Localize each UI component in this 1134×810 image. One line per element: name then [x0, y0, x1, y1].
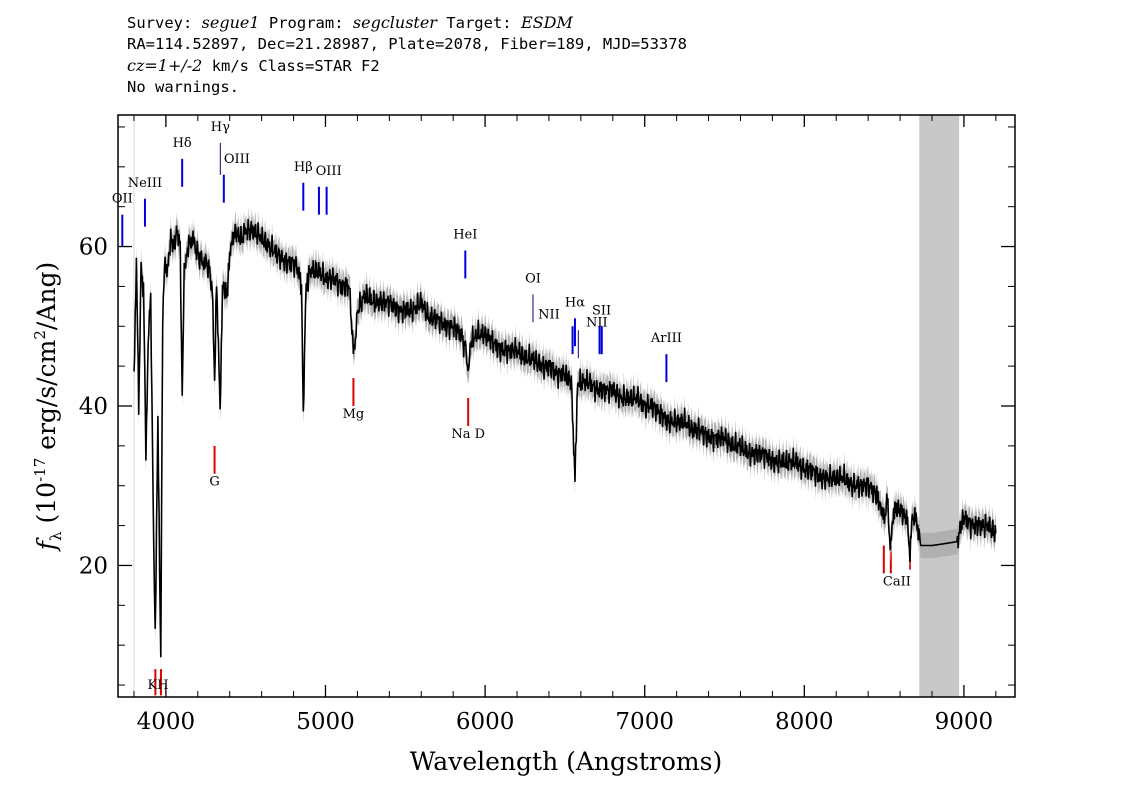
emission-line-label: Hβ [294, 160, 313, 175]
emission-line-label: NeIII [128, 176, 162, 191]
x-axis-title: Wavelength (Angstroms) [410, 747, 722, 776]
absorption-line-label: Na D [451, 427, 485, 442]
header-line-survey: Survey: segue1 Program: segcluster Targe… [127, 12, 687, 34]
y-tick-label: 40 [79, 394, 108, 420]
x-tick-label: 5000 [296, 709, 355, 735]
emission-line-label: Hγ [211, 120, 230, 135]
emission-line-label: NII [538, 307, 560, 322]
x-tick-label: 6000 [456, 709, 515, 735]
masked-region [133, 115, 960, 697]
emission-line-label: OII [112, 192, 133, 207]
header-line-warnings: No warnings. [127, 78, 239, 96]
survey-label: Survey: [127, 14, 193, 32]
emission-line-label: ArIII [650, 331, 682, 346]
absorption-line-label: KH [148, 678, 169, 693]
absorption-line-label: Mg [343, 407, 365, 422]
emission-line-label: Hδ [173, 136, 192, 151]
target-value: ESDM [520, 13, 573, 32]
spectrum-header: Survey: segue1 Program: segcluster Targe… [127, 12, 687, 98]
emission-line-label: OI [525, 271, 541, 286]
emission-line-label: HeI [453, 228, 477, 243]
x-tick-label: 4000 [137, 709, 196, 735]
emission-line-label: Hα [565, 295, 585, 310]
spectrum-error-band [134, 206, 996, 671]
program-value: segcluster [352, 13, 437, 32]
emission-line-label: OIII [316, 164, 342, 179]
x-tick-label: 9000 [935, 709, 994, 735]
axis-ticks: 4000 5000 6000 7000 8000 9000 20 40 60 [79, 115, 1015, 735]
y-tick-label: 60 [79, 235, 108, 261]
x-tick-label: 8000 [775, 709, 834, 735]
y-axis-title: fλ (10-17 erg/s/cm2/Ang) [31, 262, 65, 552]
absorption-line-label: CaII [883, 574, 911, 589]
program-label: Program: [268, 14, 344, 32]
target-label: Target: [446, 14, 512, 32]
emission-line-label: SII [592, 303, 611, 318]
x-tick-label: 7000 [615, 709, 674, 735]
absorption-line-label: G [209, 475, 219, 490]
error-band [134, 206, 996, 671]
header-line-coords: RA=114.52897, Dec=21.28987, Plate=2078, … [127, 35, 687, 53]
spectrum-series [133, 219, 997, 658]
redshift-value: cz=1+/-2 [127, 56, 203, 75]
plot-frame [117, 114, 1016, 698]
emission-line-label: OIII [224, 152, 250, 167]
y-tick-label: 20 [79, 553, 108, 579]
survey-value: segue1 [201, 13, 260, 32]
header-line-redshift: cz=1+/-2 km/s Class=STAR F2 [127, 55, 687, 77]
spectrum-line [133, 219, 997, 658]
masked-wavelength-band [919, 115, 960, 697]
class-value: km/s Class=STAR F2 [202, 57, 380, 75]
